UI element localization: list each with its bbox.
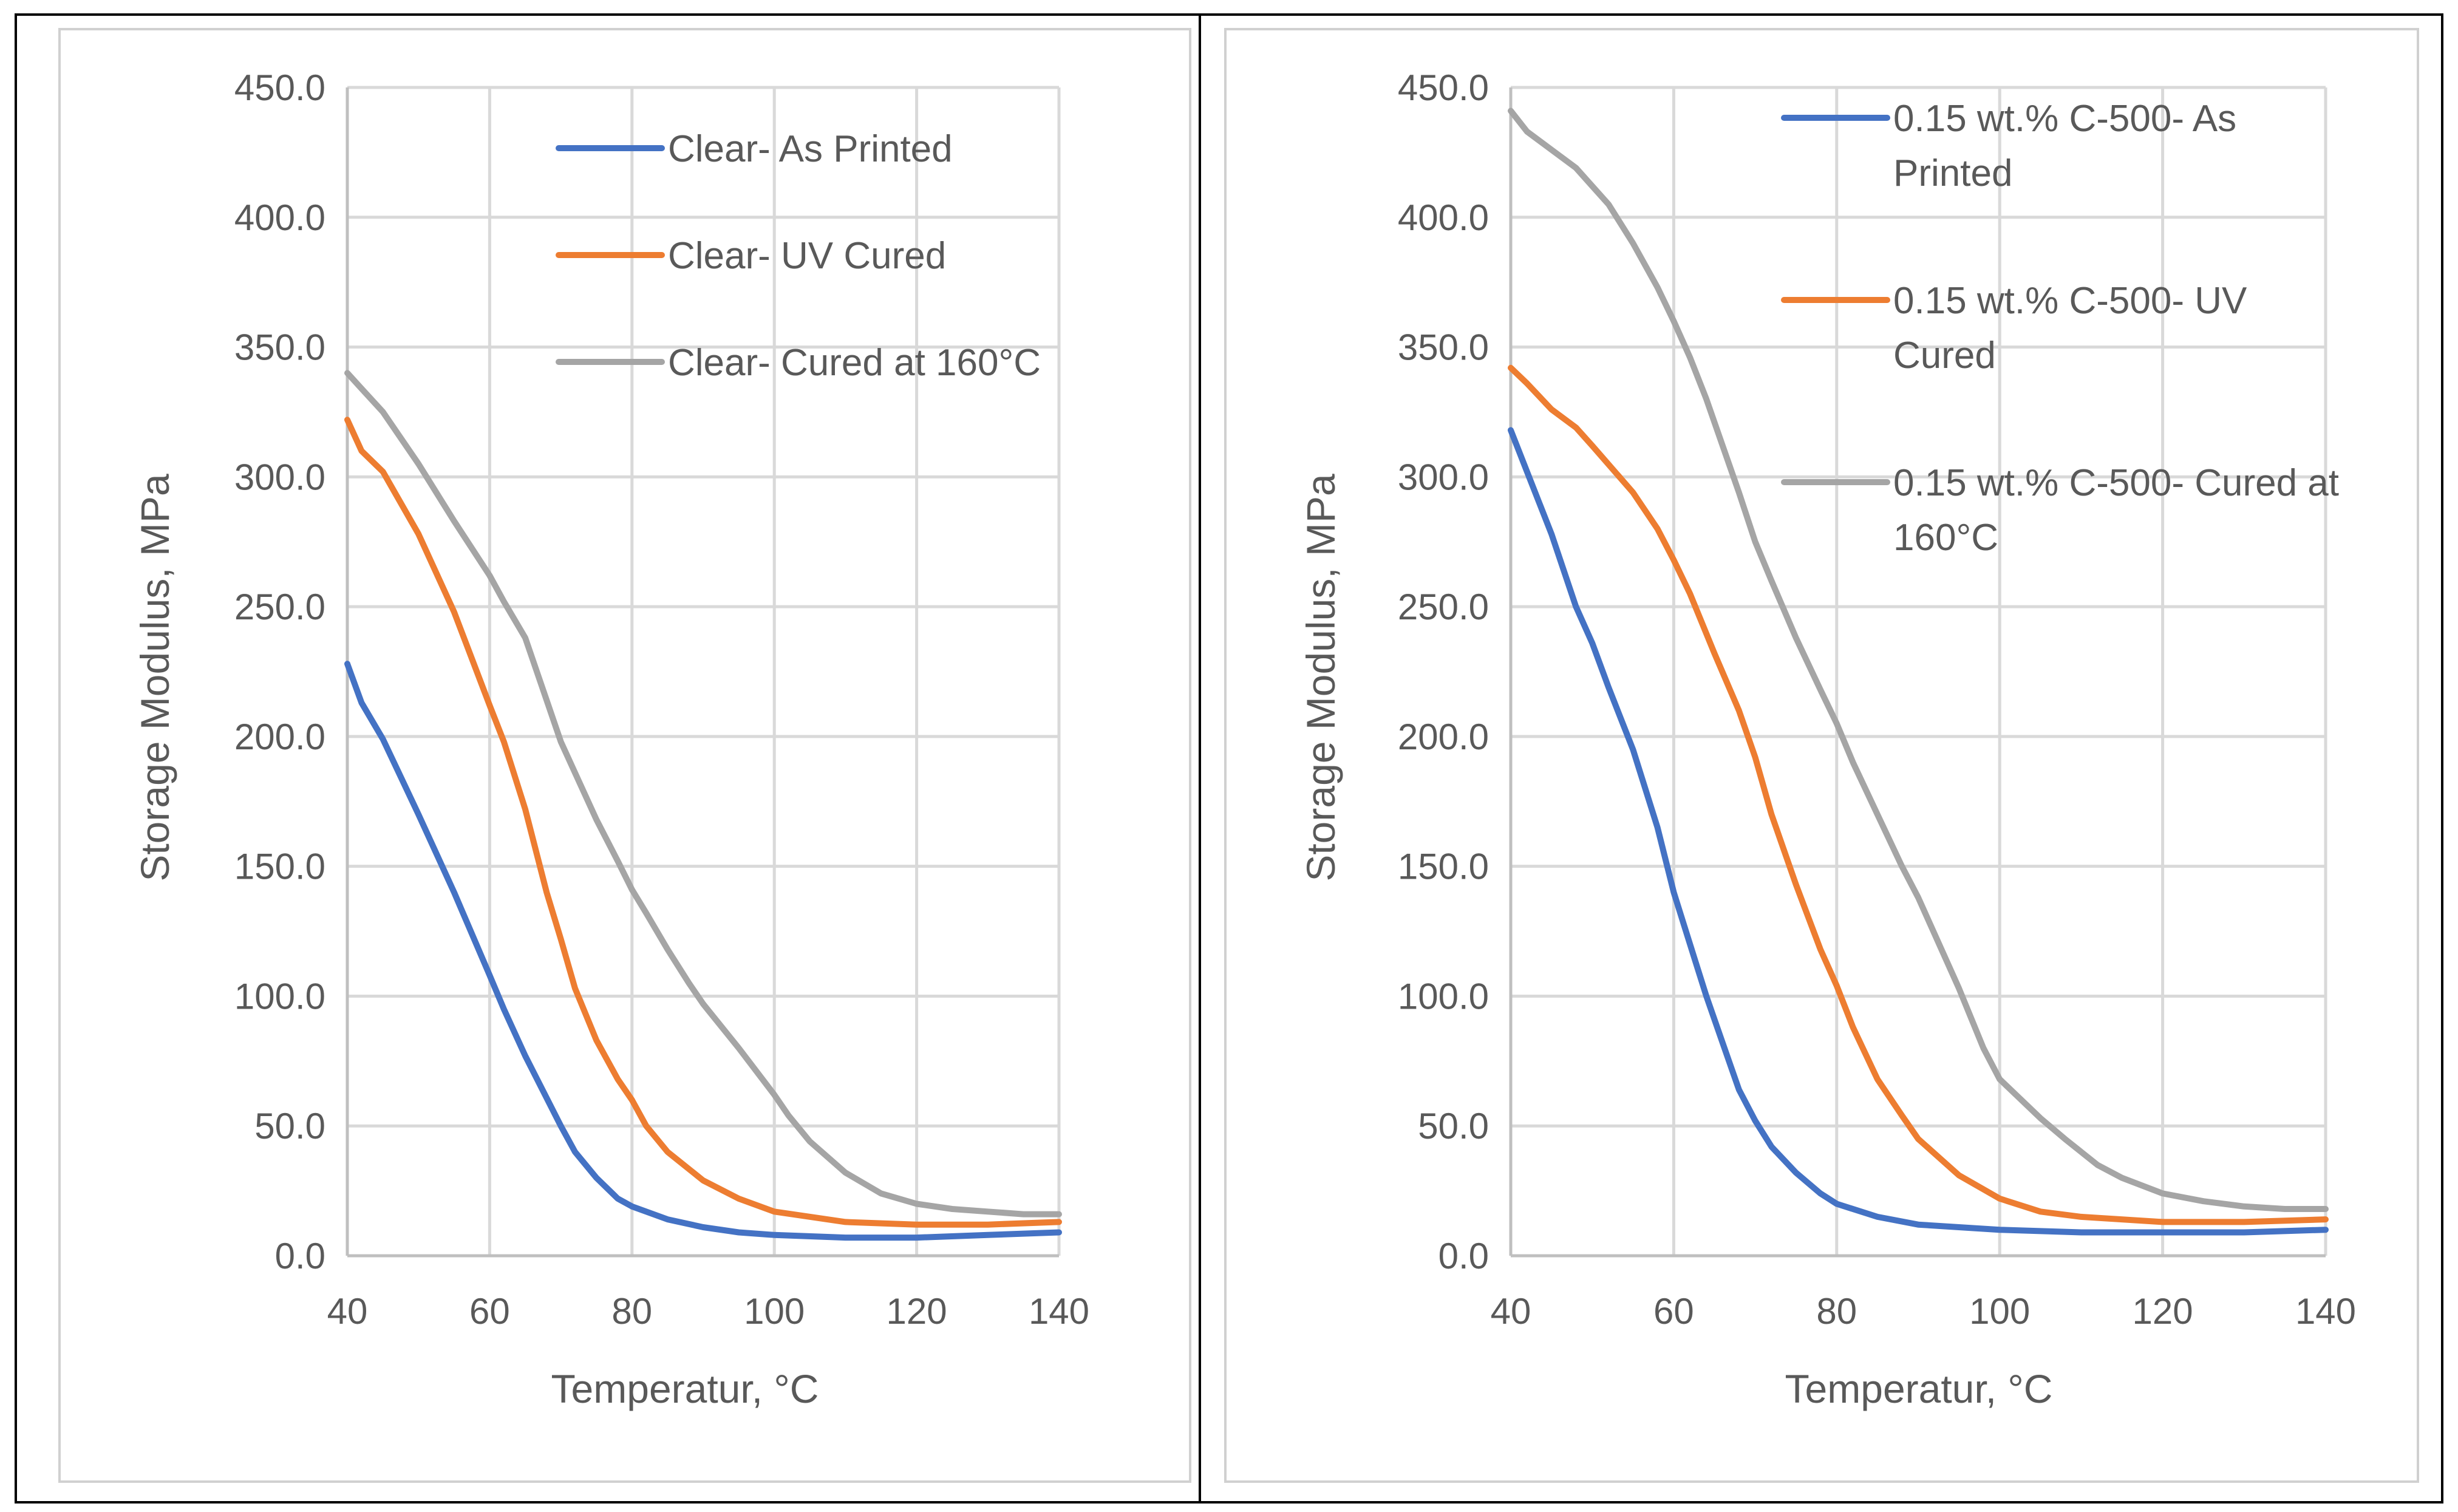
chart-left-x-tick-label: 40 xyxy=(327,1291,368,1332)
chart-left-series xyxy=(344,370,1062,1241)
chart-left: 0.0 50.0 100.0 150.0 200.0 250.0 300.0 350.0 400… xyxy=(132,67,1089,1411)
chart-left-series-line-2 xyxy=(344,370,1062,1217)
chart-right-y-tick-label: 400.0 xyxy=(1398,197,1489,238)
chart-right-series xyxy=(1508,107,2329,1236)
chart-left-y-tick-label: 300.0 xyxy=(234,457,325,497)
chart-right-legend-label: 160°C xyxy=(1893,517,1998,559)
chart-right-legend: 0.15 wt.% C-500- As Printed 0.15 wt.% C-50… xyxy=(1781,98,2339,559)
chart-right-legend-label: Printed xyxy=(1893,152,2012,194)
chart-left-legend: Clear- As Printed Clear- UV Cured Clear- C… xyxy=(556,128,1041,384)
chart-left-x-tick-label: 100 xyxy=(744,1291,805,1332)
chart-left-y-tick-label: 50.0 xyxy=(254,1106,325,1146)
chart-right-x-tick-label: 100 xyxy=(1969,1291,2030,1332)
chart-right-y-tick-label: 250.0 xyxy=(1398,587,1489,627)
chart-right-y-tick-label: 450.0 xyxy=(1398,67,1489,108)
chart-left-grid xyxy=(346,86,1061,1258)
chart-left-series-line-1 xyxy=(344,417,1062,1228)
chart-right-y-axis-title: Storage Modulus, MPa xyxy=(1298,474,1343,882)
chart-right-y-tick-label: 300.0 xyxy=(1398,457,1489,497)
chart-left-y-ticks: 0.0 50.0 100.0 150.0 200.0 250.0 300.0 350.0 400… xyxy=(234,67,325,1276)
chart-left-x-axis-title: Temperatur, °C xyxy=(551,1366,819,1411)
chart-right-x-axis-title: Temperatur, °C xyxy=(1785,1366,2053,1411)
left-chart-frame xyxy=(58,28,1191,1483)
chart-left-y-tick-label: 200.0 xyxy=(234,717,325,757)
chart-right-x-tick-label: 80 xyxy=(1816,1291,1857,1332)
chart-right-y-tick-label: 150.0 xyxy=(1398,846,1489,887)
chart-right-legend-label: 0.15 wt.% C-500- Cured at xyxy=(1893,462,2339,504)
chart-left-x-tick-label: 120 xyxy=(887,1291,947,1332)
chart-right-series-line-2 xyxy=(1508,107,2329,1212)
chart-right-x-tick-label: 60 xyxy=(1653,1291,1694,1332)
chart-left-y-tick-label: 400.0 xyxy=(234,197,325,238)
chart-left-y-tick-label: 450.0 xyxy=(234,67,325,108)
chart-right-y-tick-label: 350.0 xyxy=(1398,327,1489,368)
right-chart-frame xyxy=(1224,28,2419,1483)
chart-left-y-tick-label: 0.0 xyxy=(275,1236,325,1276)
chart-right-legend-label: 0.15 wt.% C-500- As xyxy=(1893,98,2236,140)
chart-left-x-tick-label: 80 xyxy=(611,1291,652,1332)
right-panel-border xyxy=(1199,13,2443,1503)
chart-right-series-line-0 xyxy=(1508,427,2329,1236)
chart-left-y-tick-label: 150.0 xyxy=(234,846,325,887)
chart-left-series-line-0 xyxy=(344,661,1062,1241)
chart-right-y-tick-label: 50.0 xyxy=(1418,1106,1489,1146)
chart-right-y-ticks: 0.0 50.0 100.0 150.0 200.0 250.0 300.0 350.0 400… xyxy=(1398,67,1489,1276)
chart-left-x-tick-label: 140 xyxy=(1029,1291,1089,1332)
chart-right-x-ticks: 40 60 80 100 120 140 xyxy=(1491,1291,2356,1332)
chart-left-y-tick-label: 350.0 xyxy=(234,327,325,368)
chart-right-y-tick-label: 100.0 xyxy=(1398,976,1489,1017)
chart-left-legend-label: Clear- Cured at 160°C xyxy=(668,342,1041,384)
chart-right-legend-label: 0.15 wt.% C-500- UV xyxy=(1893,280,2247,322)
chart-right-legend-label: Cured xyxy=(1893,335,1996,376)
chart-left-legend-label: Clear- UV Cured xyxy=(668,235,946,277)
chart-right-x-tick-label: 140 xyxy=(2295,1291,2356,1332)
chart-left-y-axis-title: Storage Modulus, MPa xyxy=(132,474,177,882)
chart-right-grid xyxy=(1509,86,2327,1258)
chart-right-x-tick-label: 40 xyxy=(1491,1291,1531,1332)
chart-right-series-line-1 xyxy=(1508,364,2329,1225)
chart-left-x-ticks: 40 60 80 100 120 140 xyxy=(327,1291,1089,1332)
chart-left-y-tick-label: 100.0 xyxy=(234,976,325,1017)
chart-right: 0.050.0100.0150.0200.0250.0300.0350.0400… xyxy=(1298,67,2356,1411)
chart-right-x-tick-label: 120 xyxy=(2133,1291,2193,1332)
chart-right-y-tick-label: 200.0 xyxy=(1398,717,1489,757)
chart-right-y-tick-label: 0.0 xyxy=(1438,1236,1489,1276)
chart-left-y-tick-label: 250.0 xyxy=(234,587,325,627)
chart-left-legend-label: Clear- As Printed xyxy=(668,128,953,170)
chart-left-x-tick-label: 60 xyxy=(469,1291,510,1332)
